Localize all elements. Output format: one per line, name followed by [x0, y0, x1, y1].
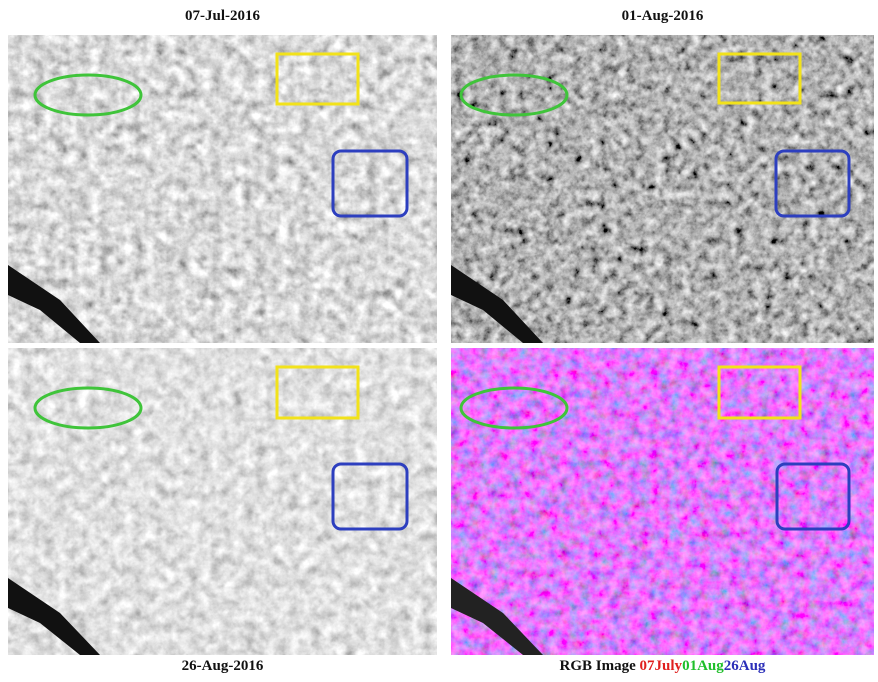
image-aug26: [8, 348, 437, 655]
panel-title: 26-Aug-2016: [8, 658, 437, 675]
image-grid: [0, 0, 878, 682]
rgb-caption: RGB Image 07July01Aug26Aug: [451, 658, 874, 675]
image-aug01: [451, 35, 874, 343]
band-label: 07July: [640, 658, 683, 674]
image-jul07: [8, 35, 437, 343]
figure: 07-Jul-2016 01-Aug-2016 26-Aug-2016 RGB …: [0, 0, 878, 682]
panel-title: RGB Image: [560, 658, 636, 674]
panel-title: 01-Aug-2016: [451, 8, 874, 25]
band-labels: 07July01Aug26Aug: [640, 658, 766, 674]
image-rgb: [451, 348, 874, 655]
band-label: 01Aug: [682, 658, 724, 674]
panel-title: 07-Jul-2016: [8, 8, 437, 25]
band-label: 26Aug: [724, 658, 766, 674]
